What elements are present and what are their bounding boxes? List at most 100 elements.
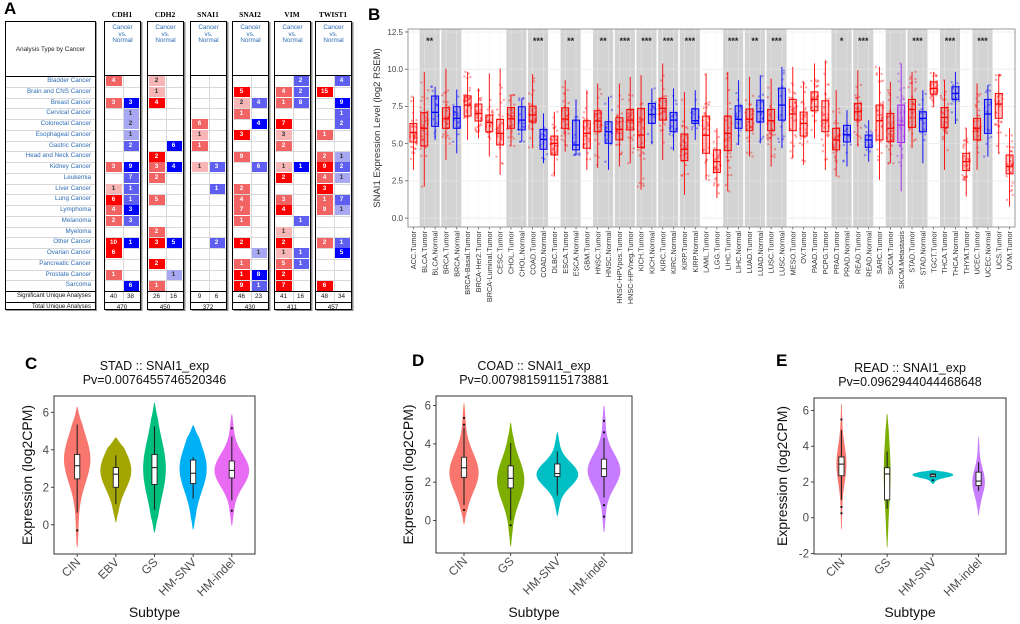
- over-expression-cell: 1: [233, 108, 250, 119]
- jitter-point: [1011, 193, 1014, 197]
- jitter-point: [594, 132, 597, 136]
- x-tick-label: COAD.Tumor: [528, 230, 537, 274]
- jitter-point: [442, 133, 445, 136]
- jitter-point: [453, 113, 456, 117]
- jitter-point: [640, 117, 644, 121]
- box-PCPG.Tumor: [821, 100, 830, 133]
- jitter-point: [637, 120, 641, 124]
- jitter-point: [994, 74, 998, 77]
- jitter-point: [963, 138, 966, 142]
- jitter-point: [977, 134, 980, 138]
- jitter-point: [887, 162, 890, 165]
- jitter-point: [443, 92, 446, 95]
- jitter-point: [584, 134, 587, 137]
- under-expression-cell: 1: [292, 259, 309, 270]
- y-tick-label: 10.0: [387, 65, 403, 74]
- x-tick-label: DLBC.Tumor: [550, 230, 559, 273]
- jitter-point: [420, 154, 423, 157]
- over-expression-cell: 1: [316, 194, 333, 205]
- jitter-point: [750, 151, 753, 154]
- cancer-type-label: Lymphoma: [60, 206, 91, 213]
- cancer-type-label: Myeloma: [65, 227, 91, 235]
- jitter-point: [771, 133, 774, 137]
- jitter-point: [914, 70, 917, 74]
- outlier-point: [840, 505, 843, 509]
- jitter-point: [940, 96, 943, 100]
- over-expression-cell: 2: [148, 226, 165, 237]
- jitter-point: [510, 129, 514, 132]
- jitter-point: [714, 165, 717, 169]
- jitter-point: [609, 95, 613, 98]
- over-expression-cell: 5: [148, 194, 165, 205]
- over-expression-cell: 2: [275, 269, 292, 280]
- jitter-point: [414, 147, 417, 150]
- jitter-point: [803, 115, 806, 118]
- jitter-point: [630, 136, 634, 139]
- under-expression-cell: 2: [122, 140, 139, 151]
- jitter-point: [773, 148, 777, 151]
- under-expression-cell: 3: [122, 216, 139, 227]
- jitter-point: [751, 155, 754, 158]
- jitter-point: [820, 138, 824, 141]
- x-tick-label: OV.Tumor: [799, 230, 808, 263]
- jitter-point: [522, 140, 526, 143]
- jitter-point: [605, 126, 608, 129]
- jitter-point: [890, 129, 894, 133]
- jitter-point: [713, 146, 716, 150]
- jitter-point: [814, 85, 818, 88]
- jitter-point: [604, 160, 607, 163]
- x-tick-label: GS: [495, 554, 517, 576]
- jitter-point: [594, 154, 597, 157]
- jitter-point: [988, 89, 992, 93]
- jitter-point: [858, 135, 861, 138]
- over-expression-cell: 4: [316, 173, 333, 184]
- jitter-point: [751, 132, 755, 135]
- jitter-point: [901, 154, 904, 157]
- row-divider: [6, 172, 95, 174]
- jitter-point: [583, 134, 587, 138]
- jitter-point: [556, 110, 559, 113]
- jitter-point: [527, 102, 531, 106]
- jitter-point: [616, 131, 620, 135]
- box-LUSC.Tumor: [767, 108, 776, 132]
- jitter-point: [479, 98, 483, 102]
- jitter-point: [961, 144, 965, 148]
- jitter-point: [410, 119, 414, 122]
- y-tick-label: 0: [425, 515, 431, 527]
- jitter-point: [475, 109, 478, 112]
- outlier-point: [602, 515, 606, 518]
- subheader-text: Normal: [198, 37, 219, 45]
- x-tick-label: LGG.Tumor: [713, 230, 722, 269]
- jitter-point: [843, 129, 847, 133]
- total-analyses-count: 411: [286, 304, 298, 311]
- y-tick-label: 2: [803, 477, 809, 489]
- jitter-point: [652, 106, 656, 110]
- jitter-point: [508, 124, 512, 128]
- over-expression-cell: 2: [233, 183, 250, 194]
- under-expression-cell: 9: [122, 162, 139, 173]
- plot-frame: [407, 28, 1016, 228]
- over-expression-cell: 2: [316, 237, 333, 248]
- jitter-point: [616, 122, 620, 126]
- y-tick-label: -2: [799, 548, 809, 560]
- jitter-point: [773, 156, 776, 159]
- jitter-point: [501, 162, 504, 166]
- outlier-point: [602, 431, 606, 434]
- jitter-point: [551, 138, 554, 142]
- footer-divider: [105, 291, 140, 292]
- jitter-point: [594, 113, 598, 116]
- jitter-point: [749, 113, 752, 117]
- subheader-text: vs.: [288, 30, 297, 38]
- jitter-point: [982, 155, 986, 158]
- jitter-point: [702, 106, 706, 110]
- over-expression-cell: 1: [233, 269, 250, 280]
- jitter-point: [424, 119, 427, 123]
- jitter-point: [1011, 181, 1015, 184]
- subheader-text: Normal: [112, 37, 133, 45]
- jitter-point: [708, 100, 711, 104]
- jitter-point: [914, 80, 917, 84]
- jitter-point: [728, 190, 731, 193]
- jitter-point: [619, 152, 622, 156]
- jitter-point: [469, 75, 472, 79]
- box: [507, 465, 514, 489]
